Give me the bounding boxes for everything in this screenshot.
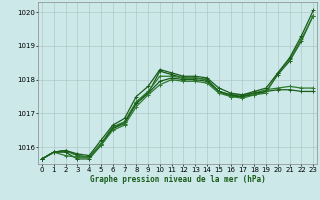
X-axis label: Graphe pression niveau de la mer (hPa): Graphe pression niveau de la mer (hPa) — [90, 175, 266, 184]
